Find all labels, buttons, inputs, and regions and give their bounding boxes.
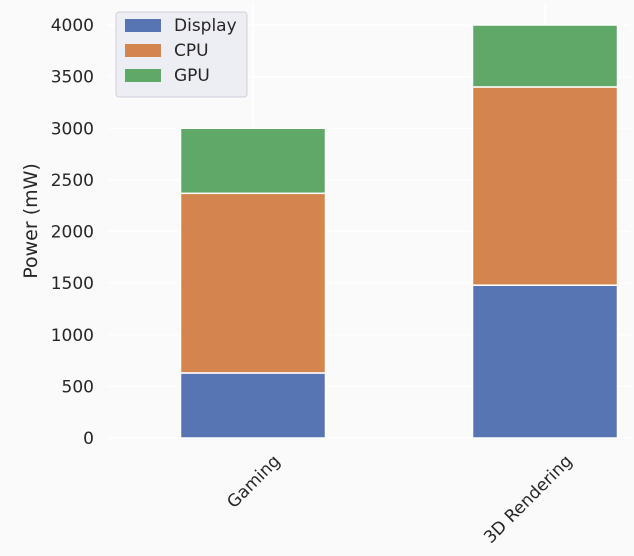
y-tick-label: 2500 xyxy=(51,171,94,191)
legend-label-gpu: GPU xyxy=(174,66,210,86)
bar-display-0 xyxy=(179,372,327,439)
bar-cpu-1 xyxy=(471,86,619,286)
bar-gpu-1 xyxy=(471,24,619,88)
bar-display-1 xyxy=(471,284,619,439)
y-tick-label: 3000 xyxy=(51,119,94,139)
legend-swatch-gpu xyxy=(125,69,161,82)
y-tick-label: 1000 xyxy=(51,326,94,346)
y-tick-label: 500 xyxy=(62,377,94,397)
x-tick-label: Gaming xyxy=(223,451,284,512)
y-tick-label: 1500 xyxy=(51,274,94,294)
bar-gpu-0 xyxy=(179,127,327,195)
legend-swatch-display xyxy=(125,19,161,32)
legend-label-display: Display xyxy=(174,16,237,36)
y-tick-label: 3500 xyxy=(51,68,94,88)
y-tick-labels: 0 500 1000 1500 2000 2500 3000 3500 4000 xyxy=(51,16,94,449)
x-tick-label: 3D Rendering xyxy=(480,451,576,547)
bar-cpu-0 xyxy=(179,192,327,374)
y-tick-label: 4000 xyxy=(51,16,94,36)
y-axis-title: Power (mW) xyxy=(20,163,42,279)
y-tick-label: 0 xyxy=(83,429,94,449)
legend: Display CPU GPU xyxy=(115,11,248,98)
x-tick-labels: Gaming 3D Rendering xyxy=(223,451,576,547)
legend-swatch-cpu xyxy=(125,44,161,57)
y-tick-label: 2000 xyxy=(51,223,94,243)
legend-label-cpu: CPU xyxy=(174,41,209,61)
bars xyxy=(179,24,619,439)
